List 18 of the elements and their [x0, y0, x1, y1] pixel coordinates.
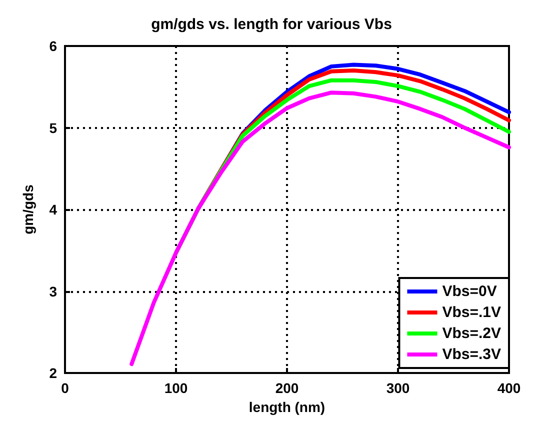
x-tick-label: 200 [275, 380, 299, 396]
chart-title: gm/gds vs. length for various Vbs [151, 16, 392, 33]
legend-label: Vbs=.2V [442, 325, 502, 342]
x-tick-label: 0 [61, 380, 70, 396]
y-tick-label: 5 [49, 120, 58, 136]
legend-label: Vbs=.3V [442, 346, 502, 363]
x-axis-title: length (nm) [248, 398, 326, 415]
legend-label: Vbs=0V [442, 283, 497, 300]
y-tick-label: 4 [49, 202, 58, 218]
line-series [130, 90, 511, 366]
y-tick-label: 2 [49, 365, 58, 381]
y-axis-title: gm/gds [20, 184, 36, 234]
x-tick-label: 300 [386, 380, 410, 396]
y-tick-label: 3 [49, 283, 58, 300]
legend-label: Vbs=.1V [442, 304, 502, 321]
x-tick-label: 100 [164, 380, 188, 396]
x-tick-label: 400 [497, 380, 521, 396]
y-tick-label: 6 [49, 38, 58, 54]
